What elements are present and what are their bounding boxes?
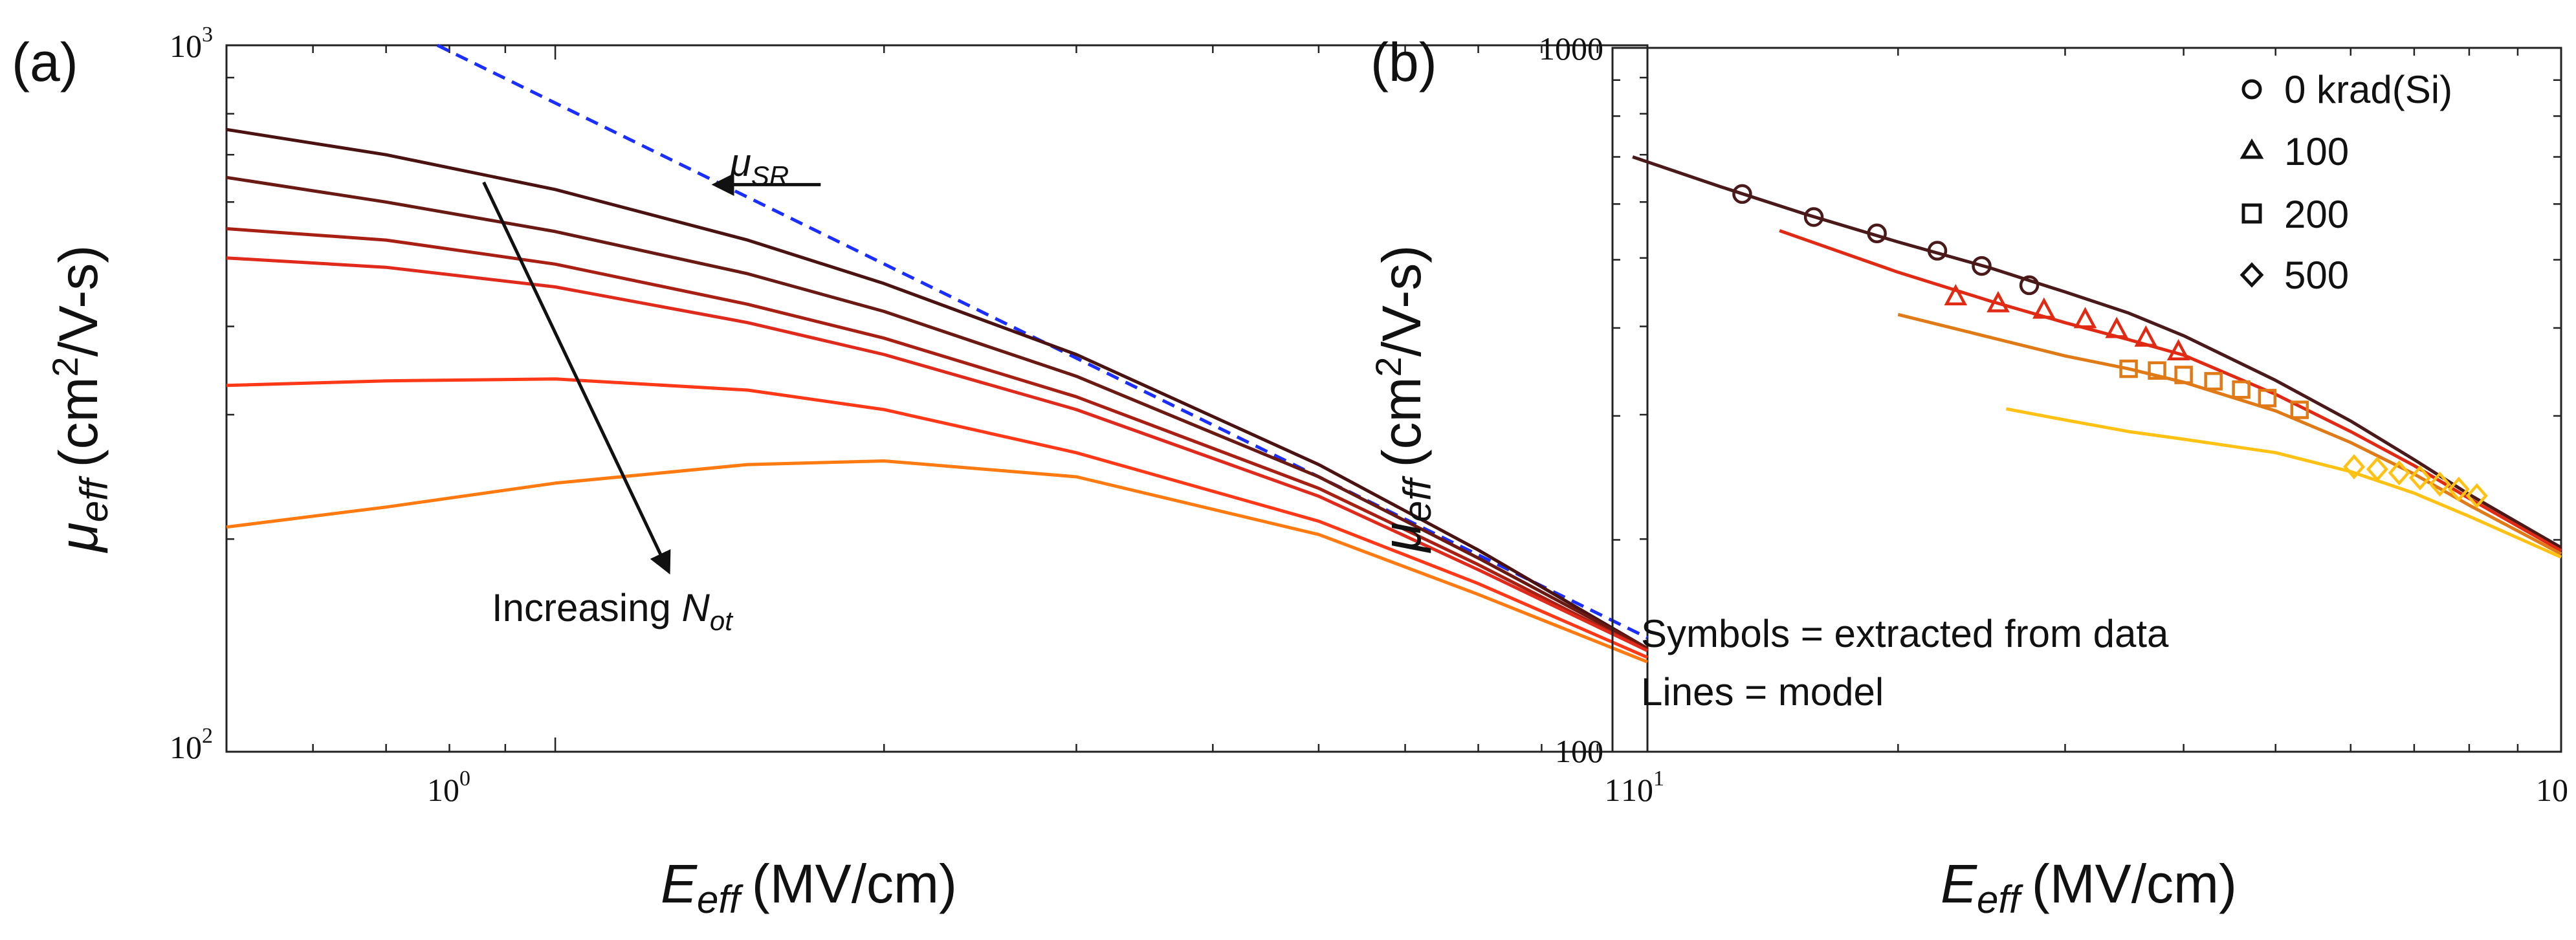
note-lines: Lines = model — [1641, 670, 1884, 714]
panel-a-y-axis-title: μeff(cm2/V-s) — [45, 245, 116, 554]
panel-b-data-markers — [1732, 184, 2488, 508]
panel-b-point-diamond-7 — [2465, 483, 2488, 508]
panel-a-curve-4 — [226, 256, 1649, 653]
panel-b-plot-frame — [1611, 47, 2562, 753]
legend-label-200: 200 — [2284, 193, 2349, 236]
panel-b-point-triangle-1 — [1944, 283, 1968, 305]
panel-a-ytick-label-100: 102 — [170, 724, 213, 765]
panel-a-ticks — [225, 44, 1649, 753]
legend-marker-circle — [2241, 79, 2262, 100]
panel-a-curve-6 — [226, 459, 1648, 664]
note-symbols: Symbols = extracted from data — [1641, 612, 2169, 655]
panel-a-ytick-label-1000: 103 — [170, 23, 213, 64]
legend-marker-square — [2241, 203, 2262, 224]
panel-a-xtick-label-1: 100 — [427, 767, 470, 808]
panel-b-point-triangle-2 — [1987, 290, 2010, 312]
legend-label-0krad: 0 krad(Si) — [2284, 68, 2452, 111]
panel-b-point-circle-1 — [1732, 184, 1752, 204]
panel-a-curve-1 — [226, 127, 1649, 650]
panel-b-point-triangle-4 — [2073, 307, 2097, 329]
panel-b-legend: 0 krad(Si) 100 200 500 — [2240, 68, 2452, 297]
panel-b-point-triangle-5 — [2105, 316, 2128, 338]
panel-b-model-line-circle — [1632, 155, 2562, 549]
mu-sr-label: μSR — [729, 141, 789, 191]
panel-b-model-line-diamond — [2005, 407, 2562, 559]
panel-b-xtick-label-1: 1 — [1605, 772, 1621, 808]
legend-marker-diamond — [2240, 262, 2264, 288]
panel-b-model-line-square — [1897, 312, 2562, 556]
panel-b-point-diamond-5 — [2428, 471, 2451, 497]
panel-b-point-diamond-3 — [2388, 460, 2410, 486]
panel-b: (b) 1000 100 1 10 Eeff (MV/cm) μeff(cm2/V… — [1368, 30, 2568, 921]
panel-b-point-square-7 — [2290, 400, 2309, 419]
panel-b-point-triangle-3 — [2032, 297, 2056, 319]
panel-a-curve-2 — [226, 175, 1649, 650]
panel-b-ytick-label-100: 100 — [1555, 733, 1603, 769]
panel-b-point-square-1 — [2119, 359, 2138, 378]
panel-a-curve-5 — [226, 377, 1648, 659]
panel-b-point-diamond-4 — [2408, 465, 2431, 491]
panel-b-y-axis-title: μeff(cm2/V-s) — [1368, 245, 1439, 554]
panel-a-x-axis-title: Eeff (MV/cm) — [661, 853, 957, 921]
increasing-not-label: Increasing Not — [492, 586, 734, 636]
panel-b-ticks — [1611, 47, 2562, 753]
panel-b-point-diamond-2 — [2366, 456, 2388, 482]
panel-b-point-square-2 — [2148, 361, 2166, 380]
panel-b-point-circle-6 — [2019, 275, 2040, 296]
panel-b-point-triangle-7 — [2166, 339, 2190, 361]
panel-b-point-circle-2 — [1803, 207, 1824, 227]
panel-b-point-square-3 — [2174, 366, 2193, 384]
increasing-arrow — [482, 181, 671, 574]
legend-label-100: 100 — [2284, 130, 2349, 173]
legend-label-500: 500 — [2284, 254, 2349, 297]
panel-a: (a) 103 102 100 101 Eeff (MV/cm) μeff(cm2… — [12, 23, 1664, 921]
panel-b-point-circle-5 — [1972, 256, 1992, 276]
panel-a-model-curves — [226, 43, 1649, 664]
panel-b-point-circle-3 — [1867, 223, 1887, 244]
panel-b-model-line-triangle — [1779, 229, 2562, 552]
panel-a-xtick-label-10: 101 — [1621, 767, 1664, 808]
panel-b-ytick-label-1000: 1000 — [1539, 30, 1603, 67]
panel-a-curve-3 — [226, 227, 1649, 653]
panel-b-point-square-6 — [2258, 389, 2277, 408]
panel-a-plot-frame — [225, 44, 1649, 753]
panel-b-point-diamond-1 — [2343, 454, 2366, 479]
panel-b-point-circle-4 — [1927, 241, 1948, 261]
panel-b-xtick-label-10: 10 — [2536, 772, 2568, 808]
panel-b-model-curves — [1632, 155, 2562, 559]
panel-b-point-triangle-6 — [2134, 325, 2158, 347]
legend-marker-triangle — [2240, 138, 2264, 159]
panel-a-arrows — [482, 173, 821, 574]
panel-a-label: (a) — [12, 32, 78, 93]
panel-b-point-square-4 — [2204, 372, 2223, 391]
panel-b-label: (b) — [1371, 32, 1437, 93]
panel-b-point-square-5 — [2232, 380, 2251, 399]
panel-b-point-diamond-6 — [2447, 476, 2470, 502]
panel-b-x-axis-title: Eeff (MV/cm) — [1941, 853, 2237, 921]
